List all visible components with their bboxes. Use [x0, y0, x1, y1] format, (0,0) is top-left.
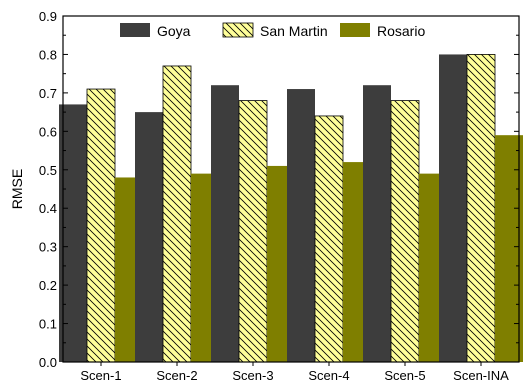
x-tick-label: Scen-5 [384, 368, 425, 381]
y-tick-label: 0.2 [39, 278, 57, 293]
bar-san-martin-scen-ina [466, 54, 496, 363]
y-tick-label: 0.6 [39, 124, 57, 139]
legend-label: Rosario [377, 23, 425, 39]
y-tick-label: 0.0 [39, 355, 57, 370]
y-tick-label: 0.1 [39, 317, 57, 332]
y-tick-label: 0.9 [39, 9, 57, 24]
legend-swatch-goya [120, 23, 150, 37]
bar-san-martin-scen-1 [86, 88, 116, 363]
y-tick-label: 0.3 [39, 240, 57, 255]
y-tick-label: 0.8 [39, 47, 57, 62]
bar-goya-scen-5 [363, 85, 391, 362]
bar-san-martin-scen-2 [162, 65, 192, 363]
bar-goya-scen-ina [439, 54, 467, 362]
y-tick-label: 0.4 [39, 201, 57, 216]
bar-san-martin-scen-5 [390, 100, 420, 363]
y-tick-label: 0.7 [39, 86, 57, 101]
bar-san-martin-scen-3 [238, 100, 268, 363]
x-tick-label: Scen-3 [232, 368, 273, 381]
x-tick-label: Scen-INA [453, 368, 509, 381]
legend-label: San Martin [260, 23, 328, 39]
x-tick-label: Scen-4 [308, 368, 349, 381]
bar-san-martin-scen-4 [314, 115, 344, 363]
y-axis-label: RMSE [9, 169, 25, 209]
bar-goya-scen-2 [135, 112, 163, 362]
legend-label: Goya [157, 23, 191, 39]
bar-goya-scen-4 [287, 89, 315, 363]
bar-goya-scen-1 [59, 104, 87, 362]
legend-swatch-rosario [340, 23, 370, 37]
legend-swatch-san-martin [222, 22, 254, 38]
y-tick-label: 0.5 [39, 163, 57, 178]
bar-goya-scen-3 [211, 85, 239, 362]
bar-rosario-scen-ina [495, 135, 523, 362]
x-tick-label: Scen-1 [80, 368, 121, 381]
legend: Goya San Martin Rosario [120, 22, 425, 39]
x-tick-label: Scen-2 [156, 368, 197, 381]
plot-area: Scen-1 Scen-2 Scen-3 Scen-4 Scen-5 Scen-INA 0.… [39, 9, 523, 381]
